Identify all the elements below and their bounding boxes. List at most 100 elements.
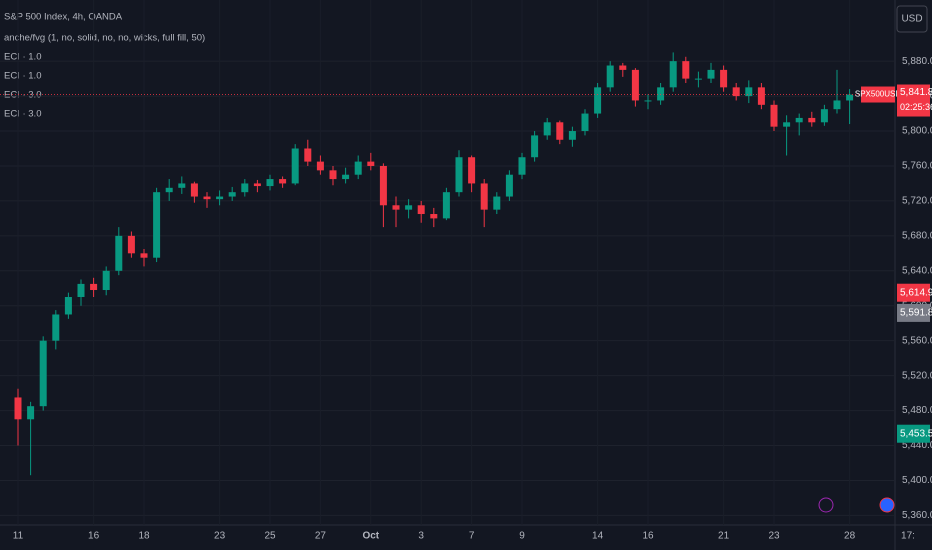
candle-body: [178, 183, 186, 188]
event-icon[interactable]: [818, 497, 834, 513]
x-tick-label: 16: [88, 531, 100, 542]
currency-button[interactable]: [896, 5, 928, 33]
x-tick-label: 14: [592, 531, 604, 542]
indicator-label: anche/fvg (1, no, solid, no, no, wicks, …: [4, 33, 205, 44]
y-tick-label: 5,520.0: [902, 370, 932, 381]
indicator-label: ECI · 3.0: [4, 90, 42, 101]
candle-body: [203, 196, 211, 200]
x-tick-label: 11: [13, 531, 24, 542]
candle-body: [367, 161, 375, 166]
x-tick-label: 7: [469, 531, 475, 542]
candle-body: [644, 100, 652, 102]
candle-body: [266, 179, 274, 187]
x-tick-label: 27: [315, 531, 327, 542]
candle-body: [316, 161, 324, 171]
candle-body: [253, 183, 261, 187]
candle-body: [455, 157, 463, 193]
candle-body: [354, 161, 362, 175]
candle-body: [783, 122, 791, 127]
candle-body: [405, 205, 413, 210]
x-tick-label: 9: [519, 531, 525, 542]
countdown: 02:25:36: [900, 102, 932, 112]
symbol-tag: SPX500USD: [855, 90, 901, 99]
candle-body: [707, 69, 715, 79]
price-tag: [897, 84, 930, 117]
candle-body: [480, 183, 488, 210]
candle-body: [140, 253, 148, 258]
chart-title: S&P 500 Index, 4h, OANDA: [4, 12, 123, 23]
candle-body: [833, 100, 841, 110]
candle-body: [543, 122, 551, 136]
candle-body: [279, 179, 287, 184]
y-tick-label: 5,480.0: [902, 405, 932, 416]
candle-body: [241, 183, 249, 193]
candle-body: [820, 109, 828, 123]
candle-body: [581, 113, 589, 132]
x-tick-label: 16: [642, 531, 654, 542]
flag-icon[interactable]: [879, 497, 895, 513]
price-tag-label: 5,453.5: [900, 428, 932, 439]
candle-body: [808, 117, 816, 123]
price-tag: [897, 283, 930, 302]
candle-body: [127, 235, 135, 254]
y-tick-label: 5,360.0: [902, 510, 932, 521]
candle-body: [190, 183, 198, 197]
price-tag-label: 5,591.8: [900, 308, 932, 319]
candle-body: [594, 87, 602, 114]
candle-body: [442, 192, 450, 219]
candle-body: [732, 87, 740, 97]
time-label: 17:: [901, 531, 915, 542]
x-tick-label: 28: [844, 531, 856, 542]
candle-body: [115, 235, 123, 271]
candle-body: [468, 157, 476, 184]
indicator-label: ECI · 3.0: [4, 109, 42, 120]
candle-body: [795, 117, 803, 123]
candle-body: [342, 174, 350, 180]
candle-body: [757, 87, 765, 105]
candle-body: [228, 192, 236, 197]
price-tag: [897, 303, 930, 322]
candle-body: [153, 192, 161, 258]
candle-body: [694, 78, 702, 80]
candle-body: [64, 297, 72, 315]
x-tick-label: 23: [768, 531, 780, 542]
candle-body: [631, 69, 639, 101]
price-tag-label: 5,841.8: [900, 87, 932, 98]
candle-body: [556, 122, 564, 140]
x-tick-label: 18: [138, 531, 150, 542]
candle-body: [568, 131, 576, 140]
candle-body: [216, 196, 224, 200]
candle-body: [102, 270, 110, 291]
candle-body: [291, 148, 299, 184]
candle-body: [329, 170, 337, 180]
x-tick-label: Oct: [362, 531, 379, 542]
y-tick-label: 5,400.0: [902, 475, 932, 486]
candle-body: [518, 157, 526, 175]
candle-body: [14, 397, 22, 420]
candle-body: [669, 61, 677, 88]
x-tick-label: 25: [264, 531, 276, 542]
candle-body: [493, 196, 501, 210]
candle-body: [770, 104, 778, 127]
y-tick-label: 5,880.0: [902, 56, 932, 67]
candle-body: [417, 205, 425, 215]
candle-body: [430, 214, 438, 219]
candle-body: [392, 205, 400, 210]
candle-body: [720, 69, 728, 88]
candle-body: [657, 87, 665, 101]
y-tick-label: 5,760.0: [902, 161, 932, 172]
x-tick-label: 3: [418, 531, 424, 542]
candle-body: [304, 148, 312, 162]
candle-body: [619, 65, 627, 70]
currency: USD: [901, 14, 922, 25]
candle-body: [846, 94, 854, 101]
y-tick-label: 5,640.0: [902, 265, 932, 276]
candle-body: [77, 283, 85, 298]
indicator-label: ECI · 1.0: [4, 71, 42, 82]
candle-body: [379, 165, 387, 206]
candle-body: [52, 314, 60, 341]
candle-body: [745, 87, 753, 97]
candle-body: [531, 135, 539, 158]
